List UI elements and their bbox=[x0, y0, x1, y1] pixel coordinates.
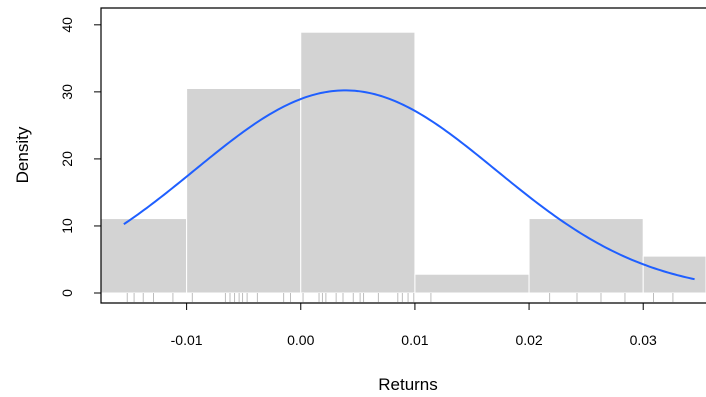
histogram-bar-3 bbox=[414, 273, 530, 294]
histogram-bar-4 bbox=[528, 218, 644, 294]
x-tick-label: -0.01 bbox=[171, 332, 203, 348]
y-tick-label: 30 bbox=[59, 84, 75, 100]
y-tick-label: 20 bbox=[59, 151, 75, 167]
histogram-bar-0 bbox=[100, 218, 188, 294]
normal-density-curve bbox=[123, 89, 695, 281]
histogram-bar-1 bbox=[186, 88, 302, 294]
rug-marks bbox=[126, 293, 674, 302]
y-tick-label: 0 bbox=[59, 289, 75, 297]
histogram-bars bbox=[100, 31, 706, 294]
x-axis: -0.01 0.00 0.01 0.02 0.03 bbox=[171, 303, 657, 348]
histogram-bar-2 bbox=[300, 31, 416, 294]
plot-frame bbox=[100, 7, 706, 304]
y-axis-title: Density bbox=[13, 126, 32, 183]
x-axis-title: Returns bbox=[378, 375, 438, 394]
y-tick-label: 10 bbox=[59, 218, 75, 234]
x-tick-label: 0.03 bbox=[630, 332, 657, 348]
x-tick-label: 0.00 bbox=[287, 332, 314, 348]
x-tick-label: 0.01 bbox=[401, 332, 428, 348]
x-tick-label: 0.02 bbox=[515, 332, 542, 348]
y-tick-label: 40 bbox=[59, 17, 75, 33]
y-axis: 0 10 20 30 40 bbox=[59, 17, 101, 297]
